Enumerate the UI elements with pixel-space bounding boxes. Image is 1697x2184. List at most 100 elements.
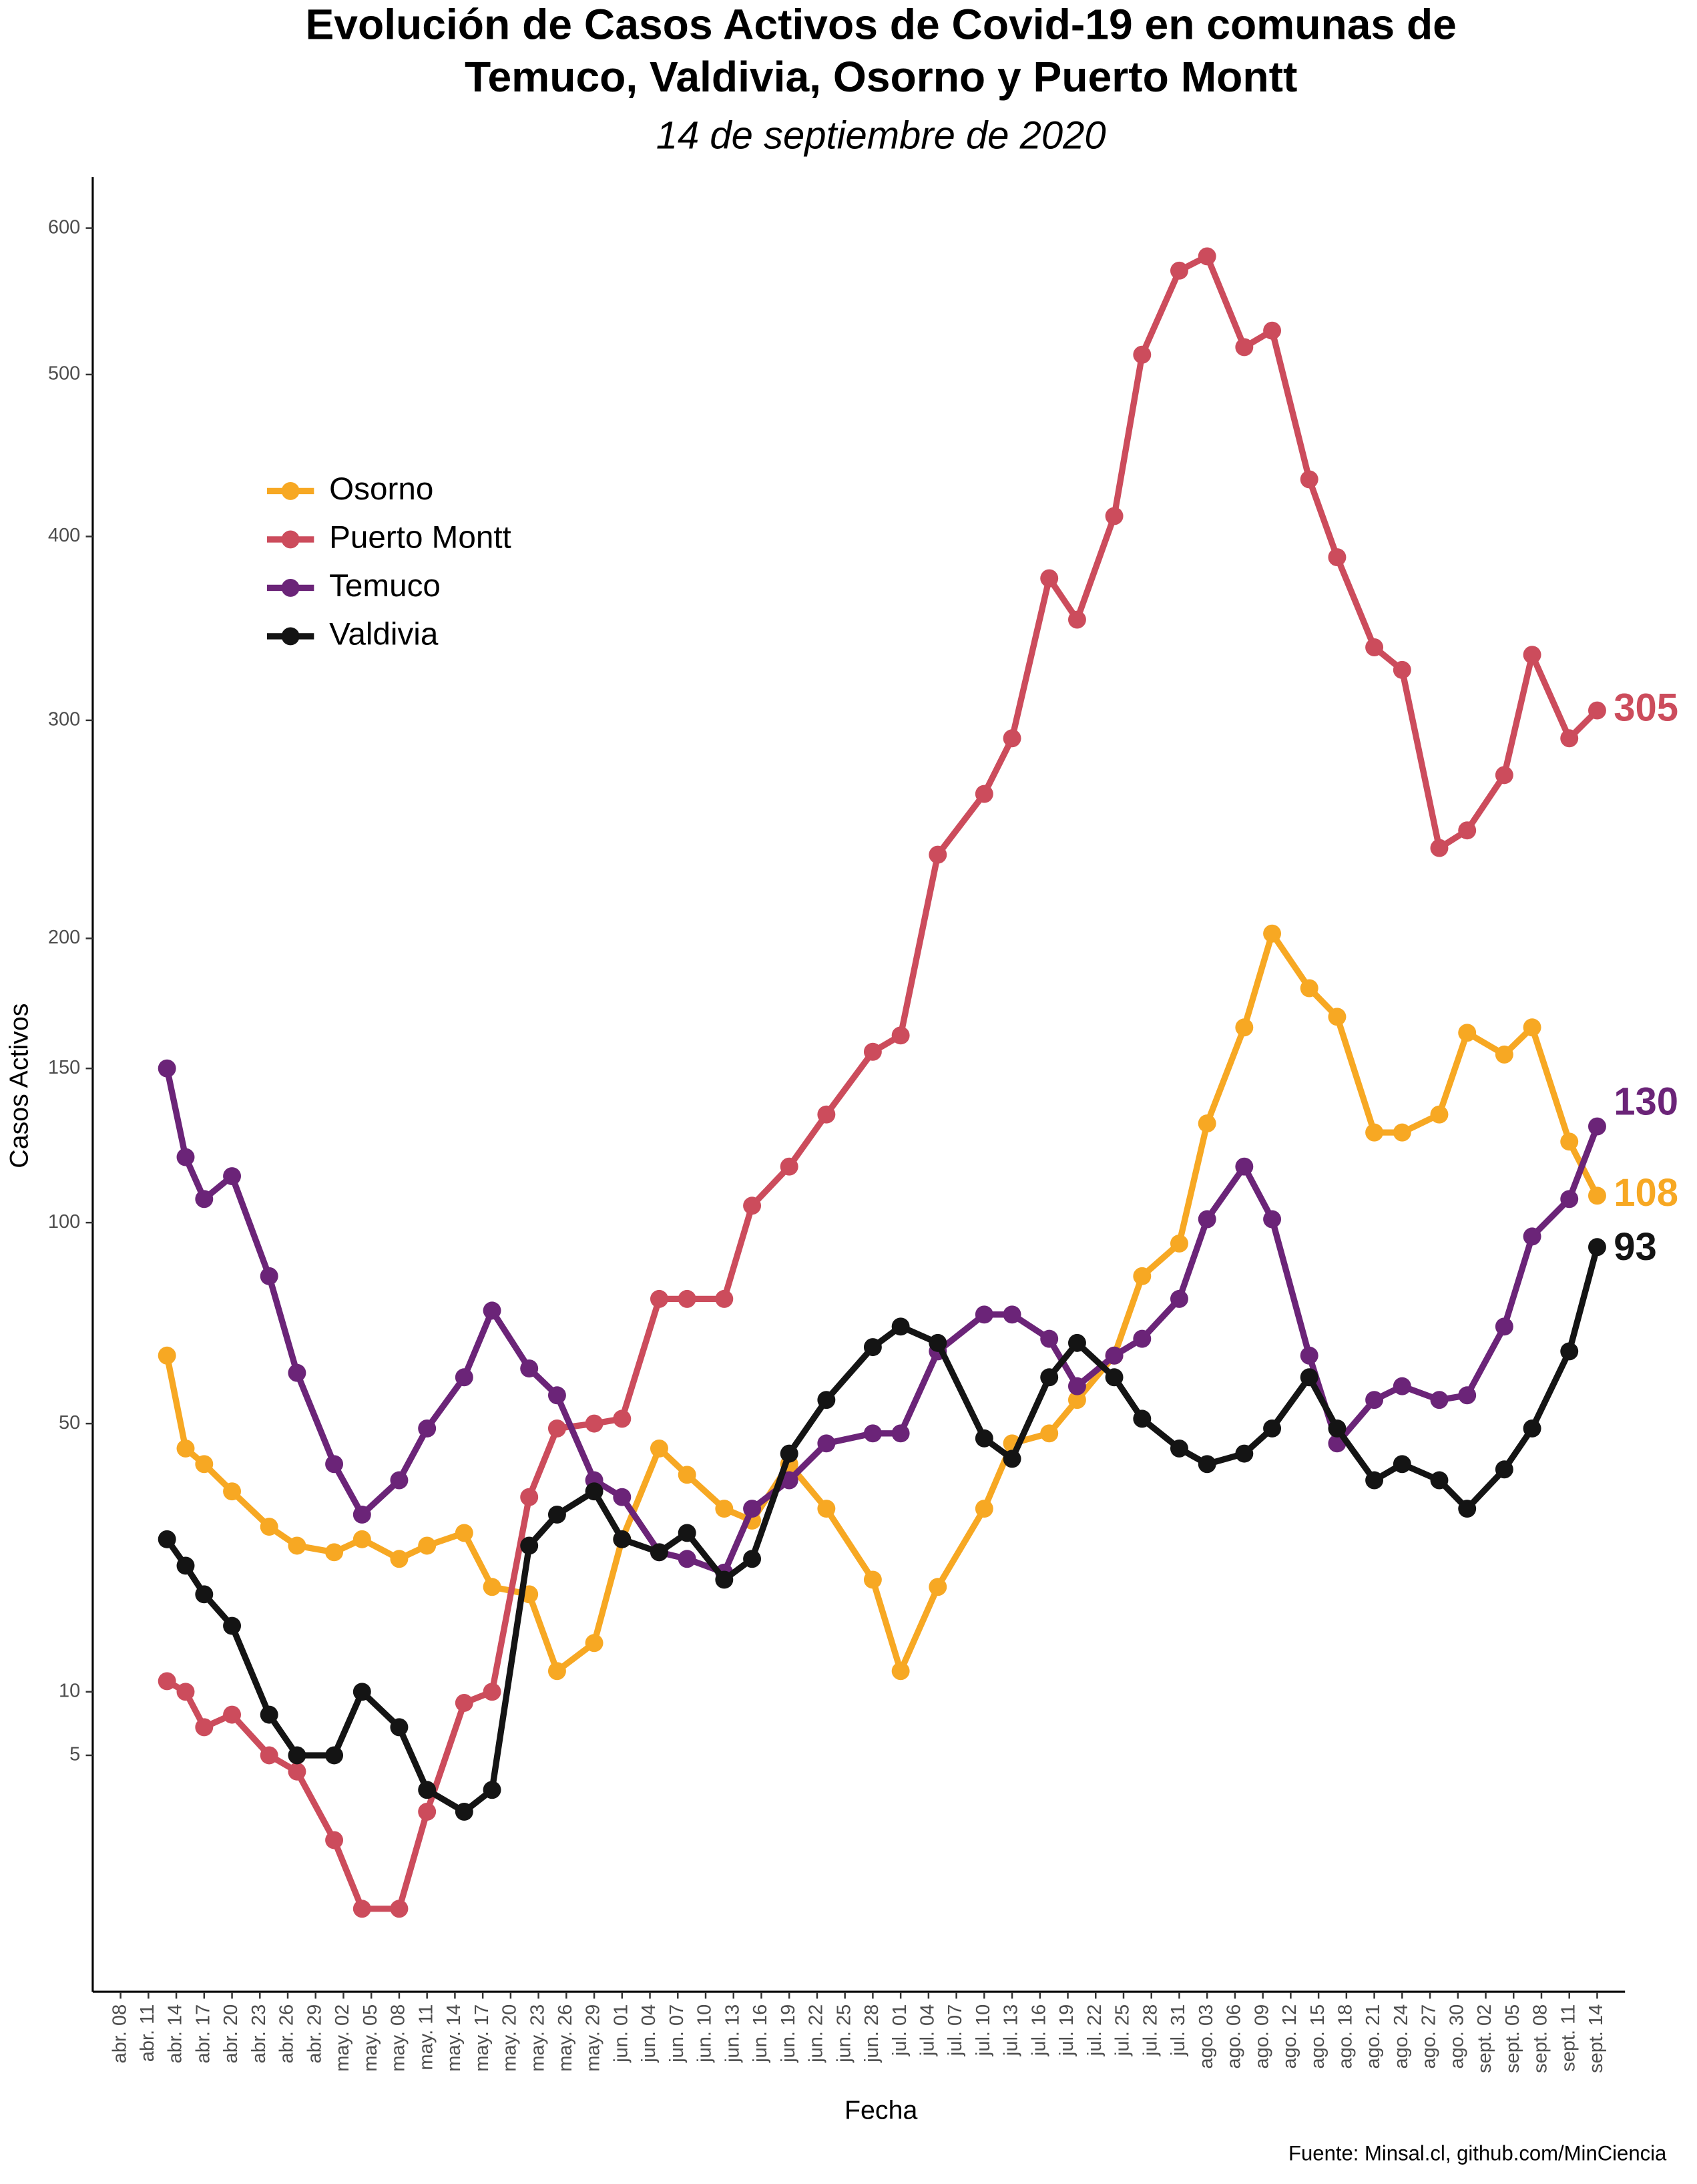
series — [158, 1059, 1606, 1582]
data-point — [1133, 1267, 1152, 1285]
x-tick-label: ago. 03 — [1196, 2004, 1217, 2069]
data-point — [1300, 1346, 1318, 1365]
data-point — [390, 1550, 409, 1568]
data-point — [817, 1434, 836, 1453]
x-tick-label: jul. 25 — [1112, 2004, 1134, 2056]
x-tick-label: abr. 20 — [220, 2004, 242, 2064]
legend-swatch — [281, 627, 300, 646]
data-point — [743, 1196, 762, 1215]
data-point — [1458, 1024, 1477, 1042]
end-label: 108 — [1614, 1171, 1678, 1215]
data-point — [678, 1524, 696, 1542]
data-point — [975, 785, 993, 803]
x-tick-label: may. 20 — [499, 2004, 521, 2072]
x-tick-label: sept. 08 — [1530, 2004, 1551, 2073]
data-point — [715, 1500, 734, 1518]
data-point — [650, 1543, 668, 1562]
data-point — [483, 1301, 501, 1320]
data-point — [1328, 1419, 1347, 1438]
data-point — [483, 1578, 501, 1596]
data-point — [158, 1530, 176, 1548]
data-point — [780, 1157, 798, 1176]
x-tick-label: may. 14 — [443, 2004, 465, 2072]
data-point — [678, 1550, 696, 1568]
series-line — [164, 1246, 1600, 1815]
data-point — [483, 1781, 501, 1799]
data-point — [1067, 1377, 1086, 1395]
data-point — [1430, 839, 1449, 857]
x-tick-label: jul. 31 — [1168, 2004, 1189, 2056]
data-point — [1393, 1455, 1411, 1474]
data-point — [1495, 1045, 1513, 1064]
y-tick-label: 50 — [59, 1412, 80, 1434]
x-tick-label: abr. 08 — [109, 2004, 130, 2064]
data-point — [1523, 1018, 1541, 1037]
data-point — [288, 1746, 306, 1765]
data-point — [483, 1683, 501, 1701]
data-point — [1588, 701, 1606, 720]
data-point — [1235, 1444, 1254, 1463]
data-point — [288, 1762, 306, 1781]
data-point — [352, 1505, 371, 1524]
data-point — [158, 1672, 176, 1691]
x-tick-label: may. 29 — [583, 2004, 604, 2072]
legend-swatch — [281, 578, 300, 597]
x-tick-label: ago. 18 — [1335, 2004, 1357, 2069]
y-tick-label: 500 — [48, 363, 80, 385]
data-point — [195, 1455, 214, 1474]
data-point — [1495, 1460, 1513, 1479]
legend-label: Temuco — [329, 568, 441, 604]
x-tick-label: abr. 29 — [304, 2004, 325, 2064]
data-point — [975, 1429, 993, 1448]
x-tick-label: ago. 30 — [1446, 2004, 1467, 2069]
data-point — [390, 1471, 409, 1490]
data-point — [1133, 1329, 1152, 1348]
data-point — [1393, 1123, 1411, 1142]
data-point — [1560, 1190, 1579, 1209]
data-point — [678, 1289, 696, 1308]
data-point — [547, 1386, 566, 1405]
x-tick-label: jun. 19 — [778, 2004, 799, 2063]
data-point — [1458, 1500, 1477, 1518]
data-point — [613, 1530, 632, 1548]
x-tick-label: jul. 10 — [973, 2004, 994, 2056]
data-point — [223, 1167, 242, 1186]
legend-swatch — [281, 481, 300, 500]
data-point — [223, 1705, 242, 1724]
data-point — [1067, 610, 1086, 629]
data-point — [1458, 821, 1477, 840]
data-point — [352, 1530, 371, 1548]
data-point — [223, 1482, 242, 1501]
x-tick-label: sept. 14 — [1586, 2004, 1607, 2073]
x-tick-label: sept. 11 — [1557, 2004, 1579, 2072]
end-label: 130 — [1614, 1080, 1678, 1123]
data-point — [176, 1148, 195, 1166]
x-tick-label: jul. 01 — [889, 2004, 911, 2056]
x-tick-label: jun. 07 — [666, 2004, 688, 2063]
data-point — [1588, 1238, 1606, 1257]
data-point — [1560, 1132, 1579, 1151]
x-tick-label: ago. 12 — [1279, 2004, 1300, 2069]
data-point — [352, 1900, 371, 1918]
data-point — [1040, 1368, 1059, 1387]
x-tick-label: jun. 16 — [750, 2004, 771, 2063]
data-point — [325, 1746, 344, 1765]
x-tick-label: jun. 10 — [694, 2004, 716, 2063]
data-point — [260, 1267, 278, 1285]
data-point — [418, 1781, 437, 1799]
data-point — [195, 1190, 214, 1209]
data-point — [1328, 1008, 1347, 1026]
data-point — [585, 1414, 603, 1433]
data-point — [288, 1363, 306, 1382]
data-point — [1198, 247, 1216, 266]
data-point — [1003, 1450, 1021, 1468]
x-tick-label: ago. 21 — [1363, 2004, 1384, 2069]
x-tick-label: ago. 06 — [1224, 2004, 1245, 2069]
data-point — [1170, 1439, 1188, 1458]
data-point — [715, 1570, 734, 1589]
data-point — [1170, 1234, 1188, 1253]
data-point — [1588, 1117, 1606, 1136]
data-point — [176, 1556, 195, 1575]
data-point — [520, 1488, 539, 1506]
